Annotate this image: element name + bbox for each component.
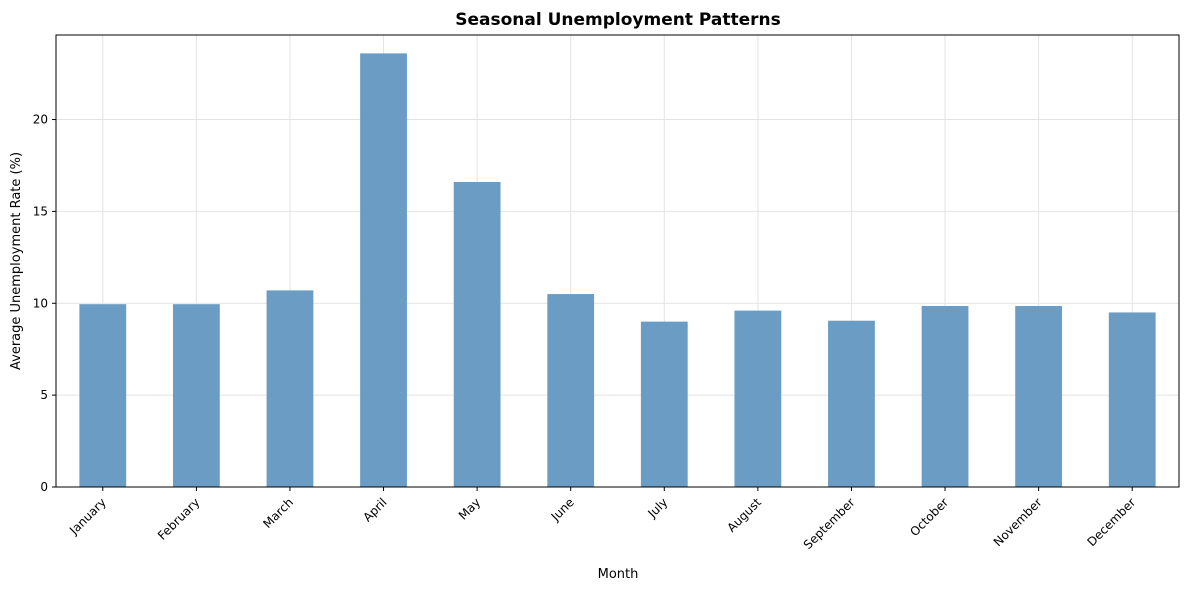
bar-august — [734, 310, 782, 487]
bars — [79, 53, 1156, 487]
y-axis-label: Average Unemployment Rate (%) — [9, 152, 24, 370]
bar-may — [453, 181, 501, 487]
bar-november — [1015, 306, 1063, 487]
x-tick-label: May — [456, 495, 483, 522]
y-tick-label: 5 — [40, 388, 48, 402]
y-tick-label: 10 — [33, 296, 48, 310]
bar-september — [828, 320, 875, 487]
bar-april — [360, 53, 407, 487]
x-tick-label: June — [548, 495, 577, 524]
bar-march — [266, 290, 314, 487]
bar-december — [1108, 312, 1156, 487]
y-tick-label: 0 — [40, 480, 48, 494]
x-tick-label: September — [801, 495, 858, 552]
x-axis-label: Month — [598, 567, 639, 582]
bar-october — [921, 306, 969, 487]
plot-frame — [55, 34, 1180, 488]
y-tick-label: 15 — [33, 204, 48, 218]
y-ticks: 0 5 10 15 20 — [33, 113, 56, 494]
x-ticks: January February March April May June July Augu… — [66, 487, 1138, 552]
x-tick-label: October — [907, 495, 951, 539]
x-tick-label: August — [724, 495, 764, 535]
bar-july — [640, 321, 688, 487]
bar-february — [172, 304, 220, 487]
y-tick-label: 20 — [33, 113, 48, 127]
bar-january — [79, 304, 127, 487]
x-tick-label: December — [1084, 495, 1138, 549]
x-tick-label: November — [991, 495, 1045, 549]
axes — [55, 34, 1180, 488]
x-tick-label: March — [260, 495, 296, 531]
x-tick-label: April — [360, 495, 389, 524]
chart-title: Seasonal Unemployment Patterns — [455, 10, 781, 30]
x-tick-label: February — [155, 495, 203, 543]
grid-lines — [56, 35, 1179, 488]
bar-june — [547, 294, 595, 487]
x-tick-label: July — [645, 495, 671, 521]
x-tick-label: January — [66, 495, 109, 538]
